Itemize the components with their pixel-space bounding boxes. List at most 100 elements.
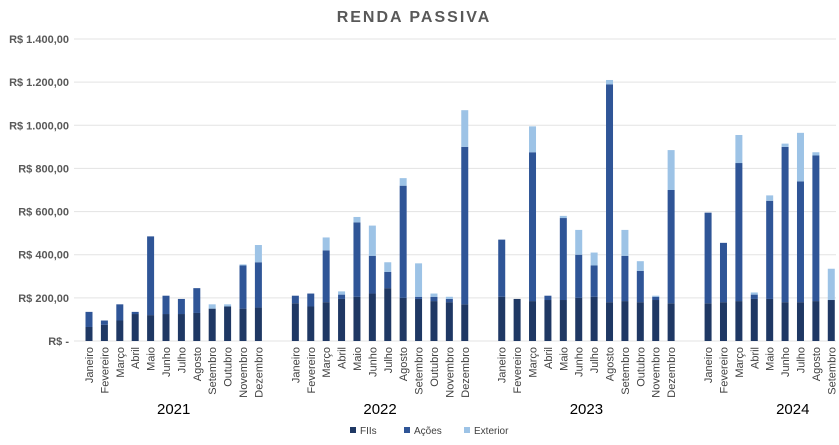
bar-a-es xyxy=(750,294,758,299)
bar-a-es xyxy=(254,262,262,308)
bar-exterior xyxy=(445,296,453,299)
bar-exterior xyxy=(652,295,660,297)
bar-exterior xyxy=(827,268,835,301)
bar-fiis xyxy=(513,298,521,341)
bar-exterior xyxy=(559,215,567,219)
y-tick-label: R$ 1.200,00 xyxy=(9,77,69,89)
bar-fiis xyxy=(750,298,758,341)
bar-fiis xyxy=(177,314,185,341)
bar-fiis xyxy=(827,300,835,341)
bar-fiis xyxy=(384,288,392,341)
bar-fiis xyxy=(415,298,423,341)
bar-fiis xyxy=(131,314,139,341)
bar-a-es xyxy=(368,255,376,294)
x-tick-label: Janeiro xyxy=(703,347,715,383)
bar-fiis xyxy=(461,304,469,341)
bar-a-es xyxy=(606,84,614,303)
bar-a-es xyxy=(812,155,820,302)
x-tick-label: Março xyxy=(321,347,333,378)
x-tick-label: Janeiro xyxy=(290,347,302,383)
legend-label: Ações xyxy=(414,426,442,437)
bar-exterior xyxy=(796,132,804,182)
bar-fiis xyxy=(147,315,155,341)
bar-fiis xyxy=(445,302,453,341)
legend-swatch xyxy=(404,427,410,433)
bar-exterior xyxy=(384,262,392,272)
x-tick-label: Abril xyxy=(337,347,349,369)
bar-fiis xyxy=(498,296,506,341)
x-tick-label: Janeiro xyxy=(84,347,96,383)
bar-a-es xyxy=(590,265,598,297)
x-tick-label: Maio xyxy=(558,347,570,371)
bar-a-es xyxy=(636,270,644,303)
bar-fiis xyxy=(796,302,804,341)
x-tick-label: Novembro xyxy=(238,347,250,398)
bar-exterior xyxy=(590,252,598,266)
legend-swatch xyxy=(464,427,470,433)
bar-a-es xyxy=(239,265,247,309)
bar-a-es xyxy=(529,152,537,302)
year-label: 2023 xyxy=(570,401,603,418)
bar-fiis xyxy=(652,300,660,341)
x-tick-label: Fevereiro xyxy=(512,347,524,393)
x-tick-label: Julho xyxy=(176,347,188,373)
bar-a-es xyxy=(116,304,124,321)
bar-fiis xyxy=(291,303,299,341)
bar-fiis xyxy=(529,301,537,341)
bar-fiis xyxy=(621,301,629,341)
x-tick-label: Julho xyxy=(795,347,807,373)
bar-a-es xyxy=(322,250,330,303)
bar-fiis xyxy=(322,302,330,341)
bar-exterior xyxy=(606,79,614,85)
bar-a-es xyxy=(131,311,139,315)
bar-exterior xyxy=(239,264,247,266)
bar-a-es xyxy=(461,146,469,305)
x-tick-label: Junho xyxy=(161,347,173,377)
y-tick-label: R$ 800,00 xyxy=(18,163,69,175)
x-tick-label: Maio xyxy=(765,347,777,371)
y-tick-label: R$ 1.000,00 xyxy=(9,120,69,132)
bar-fiis xyxy=(430,301,438,341)
bar-a-es xyxy=(384,271,392,289)
x-tick-label: Maio xyxy=(146,347,158,371)
bar-exterior xyxy=(529,126,537,153)
bar-a-es xyxy=(291,295,299,304)
y-tick-label: R$ 400,00 xyxy=(18,250,69,262)
bar-fiis xyxy=(544,300,552,341)
bar-exterior xyxy=(735,134,743,164)
x-tick-label: Setembro xyxy=(620,347,632,395)
bar-exterior xyxy=(322,237,330,251)
x-tick-label: Agosto xyxy=(192,347,204,381)
year-label: 2021 xyxy=(157,401,190,418)
x-tick-label: Junho xyxy=(574,347,586,377)
x-tick-label: Março xyxy=(734,347,746,378)
bar-a-es xyxy=(766,200,774,299)
bar-a-es xyxy=(147,236,155,316)
legend-label: FIIs xyxy=(360,426,377,437)
bar-fiis xyxy=(100,324,108,341)
bar-a-es xyxy=(177,298,185,315)
bar-fiis xyxy=(368,293,376,341)
bar-exterior xyxy=(353,216,361,223)
x-tick-label: Junho xyxy=(780,347,792,377)
x-tick-label: Março xyxy=(528,347,540,378)
y-tick-label: R$ 600,00 xyxy=(18,207,69,219)
bar-exterior xyxy=(224,304,232,307)
x-tick-label: Agosto xyxy=(605,347,617,381)
y-tick-label: R$ - xyxy=(48,336,69,348)
x-tick-label: Outubro xyxy=(429,347,441,387)
legend-swatch xyxy=(350,427,356,433)
x-tick-label: Outubro xyxy=(223,347,235,387)
x-tick-label: Maio xyxy=(352,347,364,371)
bar-fiis xyxy=(735,301,743,341)
bar-fiis xyxy=(781,302,789,341)
bar-a-es xyxy=(100,320,108,325)
bar-exterior xyxy=(750,292,758,295)
bar-fiis xyxy=(766,298,774,341)
bar-fiis xyxy=(224,306,232,341)
bar-exterior xyxy=(636,261,644,271)
chart-title: RENDA PASSIVA xyxy=(337,9,492,26)
bar-a-es xyxy=(415,296,423,299)
x-tick-label: Abril xyxy=(543,347,555,369)
